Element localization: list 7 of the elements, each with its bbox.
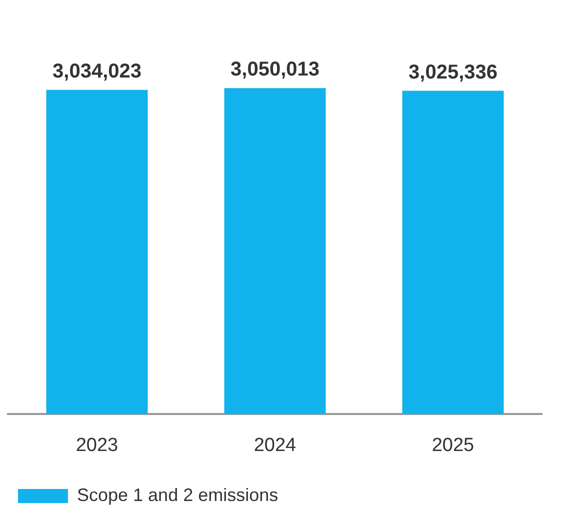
data-label: 3,050,013: [230, 58, 320, 81]
x-tick-label: 2023: [76, 434, 118, 456]
legend-label: Scope 1 and 2 emissions: [77, 484, 278, 505]
x-tick-label: 2024: [254, 434, 297, 456]
x-tick-label: 2025: [432, 434, 474, 456]
data-label: 3,025,336: [408, 61, 498, 84]
data-label: 3,034,023: [52, 60, 142, 82]
